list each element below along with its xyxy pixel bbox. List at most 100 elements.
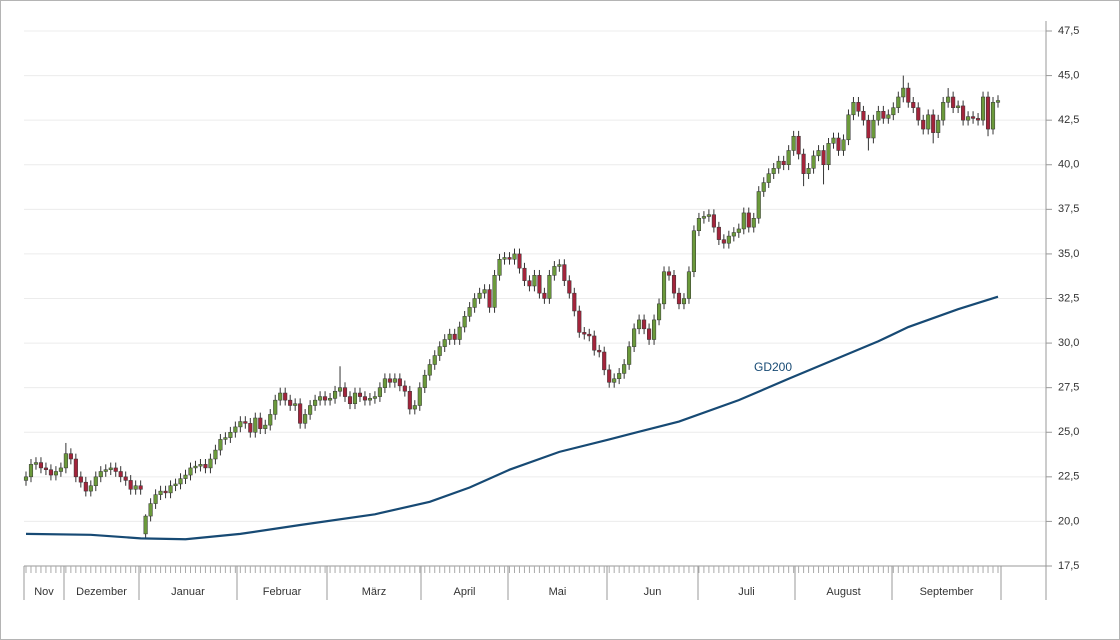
candle-body (48, 469, 53, 476)
candle-body (83, 481, 88, 492)
candle-body (691, 230, 696, 273)
candle-body (492, 275, 497, 308)
candle-body (328, 398, 333, 401)
candle-body (367, 398, 372, 401)
candle-body (163, 490, 168, 494)
month-label: Januar (171, 586, 205, 598)
candle-body (811, 155, 816, 169)
y-tick-label: 27,5 (1058, 382, 1079, 394)
candle-body (128, 480, 133, 490)
candle-body (293, 403, 298, 406)
candle-body (193, 465, 198, 469)
candle-body (896, 96, 901, 108)
candle-body (711, 214, 716, 228)
candle-body (761, 182, 766, 192)
candle-body (357, 392, 363, 397)
candle-body (741, 212, 746, 230)
candle-body (856, 102, 861, 112)
candle-body (402, 385, 407, 392)
candle-body (38, 462, 44, 469)
candle-body (178, 478, 183, 485)
candle-body (771, 168, 776, 174)
candle-body (228, 432, 233, 438)
candle-body (447, 333, 452, 340)
candle-body (517, 253, 522, 269)
candle-body (876, 111, 881, 121)
candle-body (911, 102, 916, 108)
candle-body (806, 168, 811, 174)
candle-body (53, 471, 58, 476)
candle-body (801, 153, 806, 174)
candle-body (487, 289, 492, 308)
candle-body (746, 212, 751, 228)
candle-body (592, 335, 597, 351)
candle-body (98, 471, 103, 478)
candle-body (866, 119, 871, 139)
candle-body (502, 257, 507, 260)
candle-body (442, 339, 447, 347)
candle-body (676, 292, 682, 305)
candle-body (537, 275, 542, 294)
candle-body (881, 111, 886, 119)
candle-body (696, 218, 701, 231)
candle-body (971, 116, 976, 119)
candle-body (716, 226, 721, 240)
month-label: Dezember (76, 586, 127, 598)
candle-body (701, 216, 706, 219)
candle-body (482, 289, 487, 294)
month-label: September (920, 586, 974, 598)
candle-body (936, 119, 941, 133)
candle-body (118, 471, 123, 478)
candle-body (836, 137, 841, 151)
month-label: April (453, 586, 475, 598)
candle-body (248, 423, 253, 433)
candle-body (567, 280, 572, 294)
candle-body (382, 378, 387, 388)
candle-body (985, 96, 991, 130)
y-tick-label: 45,0 (1058, 69, 1079, 81)
candle-body (961, 105, 966, 121)
candle-body (951, 96, 956, 108)
candle-body (298, 403, 303, 424)
candle-body (577, 310, 582, 333)
candle-body (661, 271, 667, 305)
month-label: Mai (549, 586, 567, 598)
y-tick-label: 42,5 (1058, 114, 1079, 126)
candle-body (956, 105, 961, 108)
candle-body (427, 364, 432, 376)
candle-body (372, 396, 377, 399)
month-label: August (826, 586, 860, 598)
candle-body (78, 476, 83, 483)
candle-body (412, 405, 417, 410)
candle-body (617, 373, 622, 379)
candle-body (821, 150, 826, 166)
series-label: GD200 (754, 360, 792, 374)
candle-body (841, 139, 846, 151)
gd200-line (25, 295, 999, 541)
candle-body (796, 135, 801, 155)
candle-body (467, 307, 472, 317)
y-tick-label: 47,5 (1058, 25, 1079, 37)
y-tick-label: 17,5 (1058, 560, 1079, 572)
candle-body (183, 474, 188, 479)
candle-body (846, 114, 851, 141)
candle-body (342, 387, 348, 397)
y-tick-label: 20,0 (1058, 515, 1079, 527)
candle-body (547, 275, 552, 299)
candle-body (73, 458, 78, 478)
candle-body (766, 173, 771, 183)
candle-body (258, 417, 263, 429)
candle-body (756, 191, 761, 219)
month-label: Nov (34, 586, 54, 598)
candle-body (243, 421, 248, 424)
candle-body (397, 378, 402, 387)
candle-body (542, 292, 547, 299)
candle-body (63, 453, 68, 469)
candle-body (148, 503, 153, 517)
candle-body (213, 449, 218, 460)
candle-body (831, 137, 836, 144)
candle-body (462, 316, 467, 328)
candle-body (612, 378, 617, 383)
